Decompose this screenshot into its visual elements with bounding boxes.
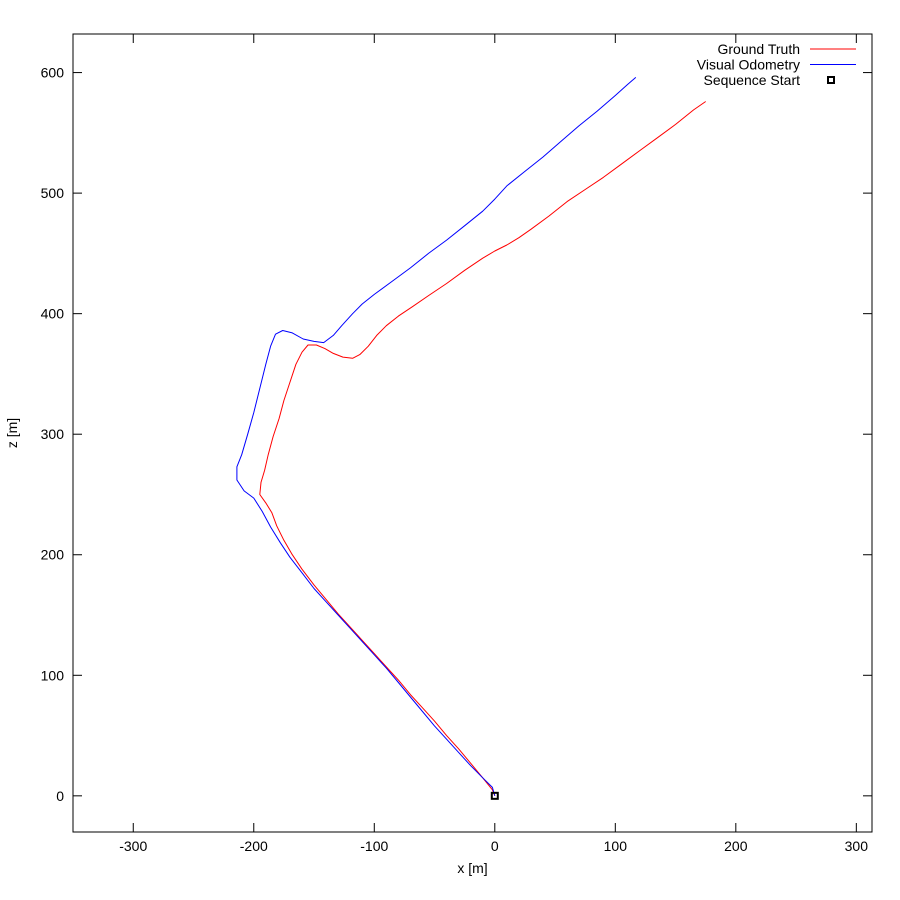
legend-marker-sequence-start	[827, 76, 835, 84]
x-tick-label: -300	[119, 838, 147, 854]
y-tick-label: 400	[41, 306, 65, 322]
ticks-layer: -300 -200 -100 0 100 200 300 0 100 200 300 400 500 60…	[41, 34, 872, 854]
x-tick-label: 100	[604, 838, 628, 854]
y-tick-label: 100	[41, 667, 65, 683]
x-tick-label: 0	[491, 838, 499, 854]
y-axis-label: z [m]	[4, 418, 20, 448]
y-tick-label: 600	[41, 65, 65, 81]
visual-odometry-line	[236, 77, 637, 796]
x-tick-label: -200	[240, 838, 268, 854]
legend-label: Sequence Start	[703, 72, 800, 88]
ground-truth-line	[259, 101, 706, 796]
plot-border	[72, 33, 873, 833]
x-tick-label: 200	[724, 838, 748, 854]
y-tick-label: 0	[56, 788, 64, 804]
y-tick-label: 500	[41, 185, 65, 201]
legend-label: Ground Truth	[718, 41, 801, 57]
legend-label: Visual Odometry	[697, 57, 800, 73]
y-tick-label: 300	[41, 426, 65, 442]
sequence-start-marker	[490, 791, 499, 800]
x-axis-label: x [m]	[457, 860, 487, 876]
x-tick-label: 300	[845, 838, 869, 854]
series-layer	[236, 77, 706, 800]
x-tick-label: -100	[360, 838, 388, 854]
y-tick-label: 200	[41, 547, 65, 563]
